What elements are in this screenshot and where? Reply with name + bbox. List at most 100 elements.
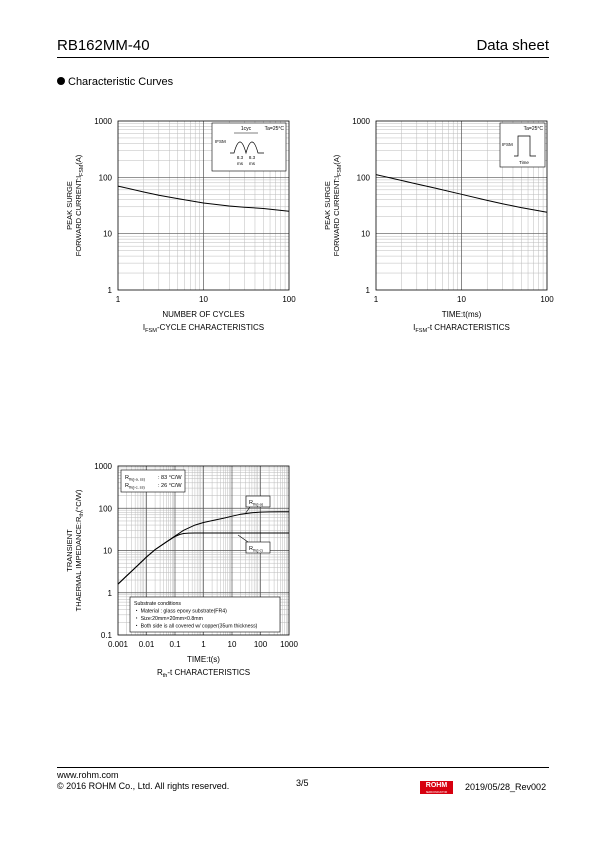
rohm-logo: ROHM SEMICONDUCTOR [420,781,453,794]
inset-t1-label: 8.3 [237,155,244,160]
y-tick-label: 100 [99,173,113,182]
y-axis-label-line1: TRANSIENT [65,529,74,572]
y-tick-label: 10 [361,230,370,239]
chart-title-rest: -t CHARACTERISTICS [427,323,510,332]
note-line: ・ Material : glass epoxy substrate(FR4) [134,609,227,615]
x-tick-label: 1 [374,295,379,304]
inset-temp-label: Ta=25°C [265,126,285,132]
y-tick-label: 10 [103,547,112,556]
y-axis-label-line2-sub: th [79,512,85,516]
series-line-0 [117,185,290,212]
chart-title-main: I [143,323,145,332]
chart-title-rest: -CYCLE CHARACTERISTICS [157,323,264,332]
footer-divider [57,767,549,768]
y-tick-label: 1000 [352,117,370,126]
x-axis-label: TIME:t(ms) [442,310,482,319]
part-number: RB162MM-40 [57,37,150,54]
chart-title-main: I [413,323,415,332]
y-axis-label-line1: PEAK SURGE [323,181,332,230]
y-tick-label: 1000 [94,462,112,471]
footer-copyright: © 2016 ROHM Co., Ltd. All rights reserve… [57,781,230,791]
annotation-jc-box [245,541,271,554]
y-axis-label-line1: PEAK SURGE [65,181,74,230]
section-heading: Characteristic Curves [57,76,173,88]
y-axis-label-line2-sub: FSM [79,165,85,176]
inset-cycle-label: 1cyc [241,126,252,132]
y-axis-label-line2-rest: (A) [332,154,341,165]
chart-title-rest: -t CHARACTERISTICS [167,668,250,677]
legend-jc-label-main: R [125,483,129,489]
x-tick-label: 100 [282,295,296,304]
y-tick-label: 1 [108,286,113,295]
x-tick-label: 10 [228,640,237,649]
legend-ja-label-main: R [125,475,129,481]
inset-time-label: Time [519,160,529,165]
y-tick-label: 100 [99,504,113,513]
inset-t1-unit: ms [237,161,244,166]
y-axis-label-line2: THAERMAL IMPEDANCE:Rth(°C/W) [74,489,85,611]
x-tick-label: 100 [540,295,554,304]
note-line: Substrate conditions [134,601,181,607]
x-axis-label: TIME:t(s) [187,655,220,664]
section-title: Characteristic Curves [68,76,174,88]
series-line-0 [375,174,548,213]
y-tick-label: 1000 [94,117,112,126]
inset-t2-unit: ms [249,161,256,166]
chart-title-sub: FSM [415,328,427,334]
legend-jc-value: : 26 °C/W [158,483,182,489]
plot-frame [117,120,290,291]
annotation-ja-box [245,495,271,508]
inset-ifsm-label: IFSM [502,142,513,147]
plot-frame [375,120,548,291]
legend-jc-label-sub: th(j-c, ss) [129,485,146,489]
y-axis-label-line2-main: FORWARD CURRENT:I [332,176,341,256]
annotation-jc-label-sub: th(j-c) [253,548,264,552]
y-axis-label-line2-sub: FSM [337,165,343,176]
chart-title-sub: FSM [145,328,157,334]
y-tick-label: 10 [103,230,112,239]
y-tick-label: 0.1 [101,631,113,640]
legend-ja-label: Rth(j-a, ss) [125,475,146,481]
footer-url[interactable]: www.rohm.com [57,770,119,780]
chart-title: Rth-t CHARACTERISTICS [157,668,250,679]
y-axis-label-line2: FORWARD CURRENT:IFSM(A) [74,154,85,256]
x-tick-label: 1 [201,640,206,649]
legend-box [120,469,186,493]
annotation-ja-label-main: R [249,500,253,506]
annotation-ja-label: Rth(j-a) [249,500,264,506]
plot-frame [117,465,290,636]
inset-pulse [514,135,536,157]
x-tick-label: 10 [457,295,466,304]
note-line: ・ Both side is all covered w/ copper(35u… [134,624,258,630]
y-tick-label: 100 [357,173,371,182]
chart-title: IFSM-CYCLE CHARACTERISTICS [143,323,264,334]
annotation-ja-label-sub: th(j-a) [253,502,264,506]
note-line: ・ Size:20mm×20mm×0.8mm [134,616,203,622]
legend-jc-label: Rth(j-c, ss) [125,483,146,489]
annotation-ja-arrow [244,506,251,515]
inset-box [499,122,546,168]
rohm-logo-text: ROHM [425,782,448,789]
y-tick-label: 1 [108,589,113,598]
chart-title-main: R [157,668,163,677]
series-line-1 [117,532,289,585]
rohm-logo-subtext: SEMICONDUCTOR [425,791,448,794]
inset-waveform [230,141,264,155]
x-tick-label: 100 [254,640,268,649]
document-type: Data sheet [476,37,549,54]
header-divider [57,57,549,58]
inset-ifsm-label: IFSM [215,139,226,144]
x-tick-label: 0.01 [139,640,155,649]
y-axis-label-line2-main: THAERMAL IMPEDANCE:R [74,516,83,611]
legend-ja-label-sub: th(j-a, ss) [129,477,146,481]
x-tick-label: 10 [199,295,208,304]
date-revision: 2019/05/28_Rev002 [465,782,547,792]
chart-title-sub: th [163,673,168,679]
annotation-jc-label: Rth(j-c) [249,546,264,552]
x-tick-label: 1 [116,295,121,304]
y-axis-label-line2-rest: (°C/W) [74,489,83,512]
inset-t2-label: 8.3 [249,155,256,160]
